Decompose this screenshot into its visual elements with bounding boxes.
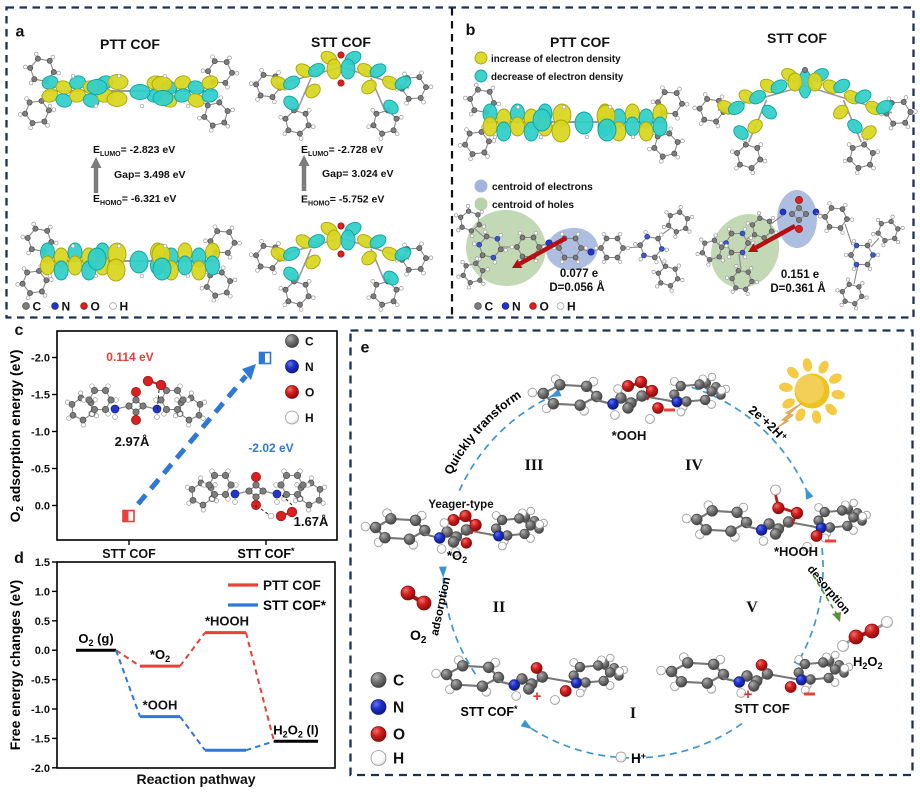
svg-text:2.97Å: 2.97Å xyxy=(115,434,150,449)
svg-text:STT COF*: STT COF* xyxy=(238,546,295,561)
svg-text:O: O xyxy=(305,386,314,400)
svg-text:Gap= 3.024 eV: Gap= 3.024 eV xyxy=(322,168,394,180)
svg-text:H2O2 (l): H2O2 (l) xyxy=(273,722,318,739)
svg-text:H: H xyxy=(393,751,404,768)
svg-text:-2.0: -2.0 xyxy=(31,763,50,775)
svg-text:increase of electron density: increase of electron density xyxy=(491,54,621,65)
svg-text:-2.0: -2.0 xyxy=(31,353,50,365)
svg-text:Yeager-type: Yeager-type xyxy=(428,499,493,511)
svg-text:0.0: 0.0 xyxy=(35,645,50,657)
svg-text:C: C xyxy=(485,300,494,314)
svg-text:0.0: 0.0 xyxy=(35,501,50,513)
svg-text:*O2: *O2 xyxy=(447,548,467,565)
svg-text:V: V xyxy=(746,599,758,616)
svg-text:1.67Å: 1.67Å xyxy=(294,514,329,529)
svg-text:-0.5: -0.5 xyxy=(31,675,50,687)
svg-text:decrease of electron density: decrease of electron density xyxy=(491,72,624,83)
svg-text:STT COF*: STT COF* xyxy=(263,598,327,613)
svg-text:O2 adsorption energy (eV): O2 adsorption energy (eV) xyxy=(7,350,26,523)
svg-text:e: e xyxy=(361,340,370,357)
svg-text:+: + xyxy=(533,688,542,705)
svg-text:0.114 eV: 0.114 eV xyxy=(106,350,153,364)
svg-text:H: H xyxy=(567,300,576,314)
svg-text:Reaction pathway: Reaction pathway xyxy=(136,771,255,787)
svg-text:centroid of holes: centroid of holes xyxy=(492,200,574,211)
svg-text:PTT COF: PTT COF xyxy=(263,578,321,593)
svg-text:C: C xyxy=(393,673,404,690)
svg-text:d: d xyxy=(14,550,24,567)
svg-text:centroid of electrons: centroid of electrons xyxy=(492,182,593,193)
svg-text:STT COF: STT COF xyxy=(767,30,827,46)
svg-text:H: H xyxy=(305,411,314,425)
svg-text:b: b xyxy=(466,22,476,39)
svg-text:N: N xyxy=(305,360,314,374)
svg-text:O2 (g): O2 (g) xyxy=(78,631,113,648)
svg-text:-1.0: -1.0 xyxy=(31,427,50,439)
svg-text:c: c xyxy=(15,322,24,339)
svg-text:-2.02 eV: -2.02 eV xyxy=(248,441,293,455)
svg-text:0.5: 0.5 xyxy=(35,616,50,628)
svg-text:*OOH: *OOH xyxy=(143,698,178,713)
svg-text:C: C xyxy=(305,335,314,349)
svg-text:H2O2: H2O2 xyxy=(853,654,883,671)
svg-text:N: N xyxy=(512,300,521,314)
svg-text:-1.0: -1.0 xyxy=(31,704,50,716)
svg-text:D=0.056 Å: D=0.056 Å xyxy=(549,281,604,294)
svg-text:PTT COF: PTT COF xyxy=(100,36,160,52)
svg-text:-1.5: -1.5 xyxy=(31,390,50,402)
svg-text:O: O xyxy=(393,727,405,744)
svg-text:*O2: *O2 xyxy=(150,647,170,664)
svg-text:*HOOH: *HOOH xyxy=(774,544,818,559)
svg-text:0.151 e: 0.151 e xyxy=(781,269,819,281)
svg-text:C: C xyxy=(33,300,42,314)
svg-text:I: I xyxy=(630,705,636,722)
svg-text:1.0: 1.0 xyxy=(35,586,50,598)
svg-text:0.077 e: 0.077 e xyxy=(560,268,598,280)
svg-text:a: a xyxy=(16,24,25,41)
svg-text:D=0.361 Å: D=0.361 Å xyxy=(770,282,825,295)
svg-text:1.5: 1.5 xyxy=(35,557,50,569)
svg-text:STT COF*: STT COF* xyxy=(461,704,518,719)
svg-text:+: + xyxy=(744,686,753,703)
svg-text:Gap= 3.498 eV: Gap= 3.498 eV xyxy=(114,169,186,181)
svg-text:*OOH: *OOH xyxy=(612,428,647,443)
svg-text:STT COF: STT COF xyxy=(734,701,790,716)
svg-text:STT COF: STT COF xyxy=(102,547,156,561)
svg-text:O: O xyxy=(540,300,549,314)
svg-text:N: N xyxy=(393,700,404,717)
svg-text:-1.5: -1.5 xyxy=(31,733,50,745)
svg-text:N: N xyxy=(62,300,71,314)
svg-text:III: III xyxy=(525,457,544,474)
svg-text:STT COF: STT COF xyxy=(311,34,371,50)
svg-text:H: H xyxy=(120,300,129,314)
svg-text:*HOOH: *HOOH xyxy=(205,614,249,629)
svg-text:-0.5: -0.5 xyxy=(31,464,50,476)
svg-text:IV: IV xyxy=(685,457,703,474)
svg-text:II: II xyxy=(493,599,505,616)
svg-text:PTT COF: PTT COF xyxy=(550,34,610,50)
svg-text:Free energy changes (eV): Free energy changes (eV) xyxy=(7,580,23,750)
svg-text:O: O xyxy=(91,300,100,314)
